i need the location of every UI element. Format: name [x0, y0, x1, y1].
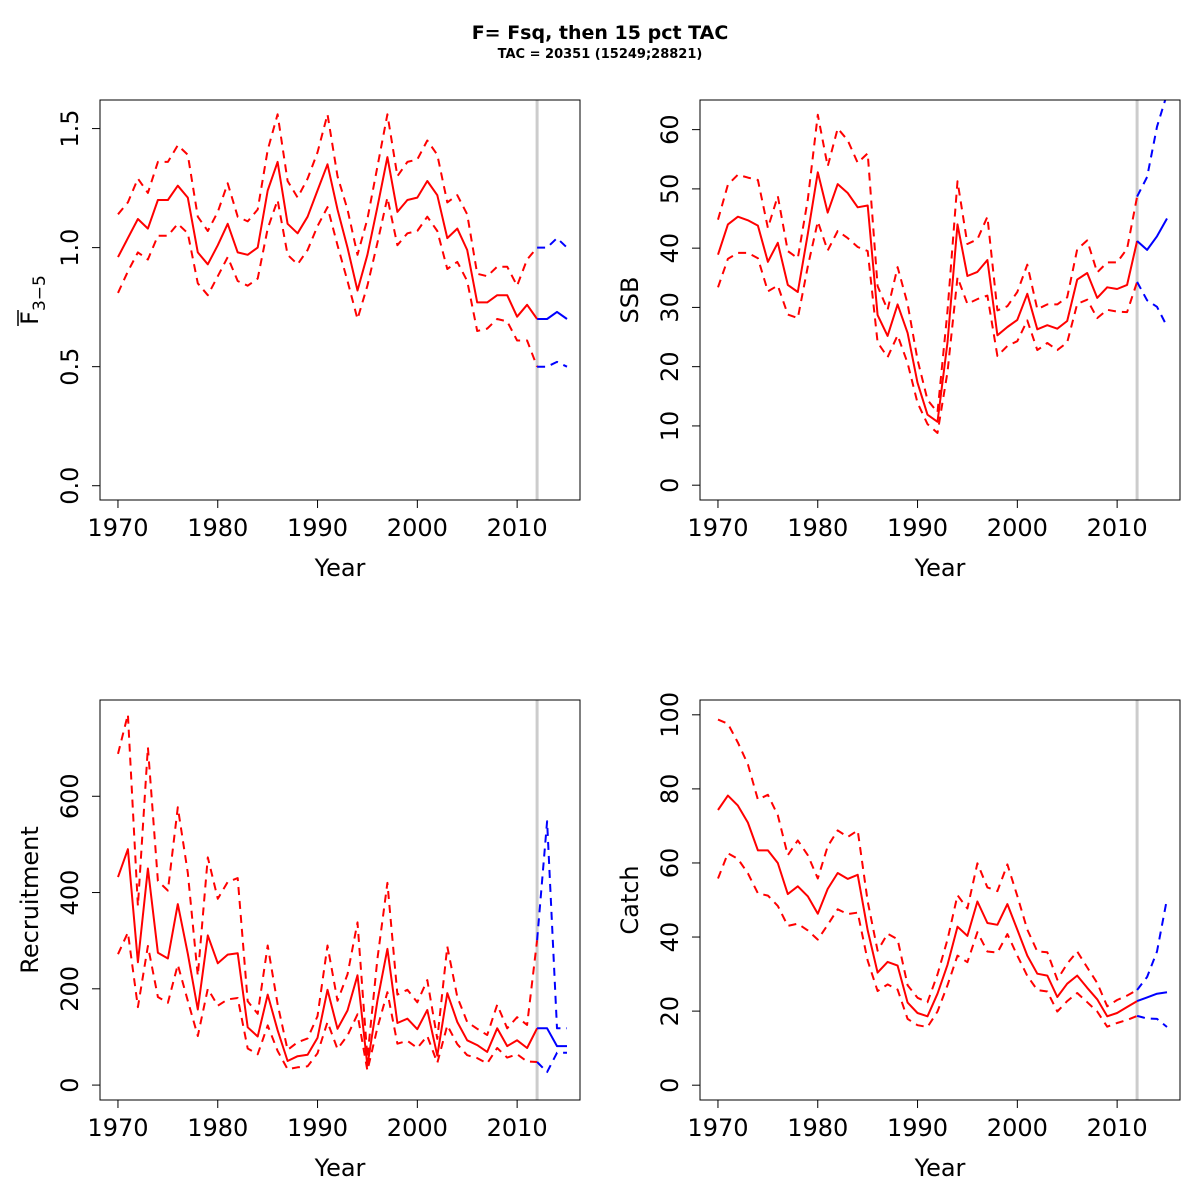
x-tick-label: 1990 — [287, 514, 348, 542]
plot-frame — [99, 99, 581, 501]
forecast-upper-ci-line — [1136, 898, 1168, 991]
x-axis-label: Year — [914, 554, 966, 582]
x-tick-label: 1970 — [687, 1114, 748, 1142]
x-tick-label: 1970 — [87, 514, 148, 542]
x-axis-label: Year — [314, 1154, 366, 1182]
x-tick-label: 2010 — [1087, 1114, 1148, 1142]
y-axis-label-main: Recruitment — [16, 826, 44, 973]
forecast-upper-ci-line — [537, 237, 568, 249]
fbar-panel: 1970 1980 1990 2000 2010 Year 0.0 0.5 1.0 1.5 F3−5 — [16, 99, 581, 582]
series-group — [717, 100, 1168, 434]
forecast-upper-ci-line — [536, 820, 567, 1030]
x-tick-label: 2010 — [1087, 514, 1148, 542]
catch-panel: 1970 1980 1990 2000 2010 Year 0 20 40 60 80 100 Catc… — [616, 692, 1181, 1182]
y-tick-label: 1.0 — [56, 229, 84, 267]
y-axis-label: Catch — [616, 865, 644, 934]
x-tick-label: 1990 — [887, 1114, 948, 1142]
y-tick-label: 40 — [656, 233, 684, 264]
history-lower-ci-line — [717, 852, 1138, 1028]
y-tick-label: 60 — [656, 848, 684, 879]
y-tick-label: 0 — [656, 1078, 684, 1093]
x-tick-label: 2000 — [387, 1114, 448, 1142]
y-tick-label: 60 — [656, 114, 684, 145]
y-tick-label: 10 — [656, 411, 684, 442]
x-tick-label: 2000 — [987, 514, 1048, 542]
figure-title: F= Fsq, then 15 pct TAC — [471, 22, 729, 44]
y-axis-label: SSB — [616, 277, 644, 324]
y-tick-label: 30 — [656, 292, 684, 323]
history-upper-ci-line — [117, 113, 538, 287]
x-tick-label: 1990 — [287, 1114, 348, 1142]
y-tick-label: 0.5 — [56, 348, 84, 386]
y-tick-label: 20 — [656, 996, 684, 1027]
y-tick-label: 100 — [656, 692, 684, 738]
forecast-mean-line — [1136, 218, 1168, 251]
x-axis-label: Year — [314, 554, 366, 582]
y-tick-label: 0 — [56, 1077, 84, 1092]
y-axis-label: F3−5 — [16, 275, 50, 325]
history-upper-ci-line — [717, 718, 1138, 1008]
x-tick-label: 1970 — [687, 514, 748, 542]
x-tick-label: 1980 — [787, 1114, 848, 1142]
history-lower-ci-line — [117, 196, 539, 368]
x-tick-label: 1980 — [787, 514, 848, 542]
x-tick-label: 1980 — [187, 514, 248, 542]
series-group — [117, 713, 567, 1074]
forecast-mean-line — [537, 310, 568, 320]
history-lower-ci-line — [717, 220, 1139, 434]
figure-subtitle: TAC = 20351 (15249;28821) — [497, 47, 703, 62]
y-tick-label: 0.0 — [56, 467, 84, 505]
y-tick-label: 0 — [656, 478, 684, 493]
forecast-mean-line — [537, 1027, 567, 1048]
series-group — [117, 113, 568, 368]
x-tick-label: 1990 — [887, 514, 948, 542]
forecast-mean-line — [1136, 991, 1168, 1003]
forecast-lower-ci-line — [1136, 281, 1168, 327]
y-tick-label: 50 — [656, 174, 684, 205]
x-axis-label: Year — [914, 1154, 966, 1182]
history-mean-line — [117, 156, 538, 320]
forecast-lower-ci-line — [1136, 1014, 1168, 1028]
plot-frame — [699, 699, 1181, 1101]
x-tick-label: 2000 — [987, 1114, 1048, 1142]
x-tick-label: 1970 — [87, 1114, 148, 1142]
x-tick-label: 1980 — [187, 1114, 248, 1142]
y-axis-label-main: SSB — [616, 277, 644, 324]
ssb-panel: 1970 1980 1990 2000 2010 Year 0 10 20 30 40 50 60 SSB — [616, 99, 1181, 582]
y-tick-label: 600 — [56, 773, 84, 819]
y-axis-label: Recruitment — [16, 826, 44, 973]
history-lower-ci-line — [117, 931, 538, 1072]
recruitment-panel: 1970 1980 1990 2000 2010 Year 0 200 400 600 Recrui… — [16, 699, 581, 1182]
x-tick-label: 2010 — [487, 514, 548, 542]
y-tick-label: 20 — [656, 351, 684, 382]
y-axis-label-main: Catch — [616, 865, 644, 934]
x-tick-label: 2000 — [387, 514, 448, 542]
plot-frame — [99, 699, 581, 1101]
history-upper-ci-line — [717, 113, 1139, 414]
plot-frame — [699, 99, 1181, 501]
x-tick-label: 2010 — [487, 1114, 548, 1142]
series-group — [717, 718, 1168, 1028]
history-mean-line — [717, 171, 1139, 423]
history-mean-line — [717, 794, 1138, 1018]
y-axis-label-main: F — [16, 311, 44, 325]
y-tick-label: 80 — [656, 774, 684, 805]
y-axis-label-subscript: 3−5 — [30, 275, 50, 311]
history-mean-line — [117, 848, 538, 1067]
history-upper-ci-line — [117, 713, 539, 1059]
forecast-lower-ci-line — [537, 360, 568, 368]
y-tick-label: 40 — [656, 922, 684, 953]
y-tick-label: 400 — [56, 870, 84, 916]
y-tick-label: 200 — [56, 966, 84, 1012]
forecast-upper-ci-line — [1136, 100, 1167, 198]
forecast-lower-ci-line — [536, 1051, 567, 1074]
y-tick-label: 1.5 — [56, 109, 84, 147]
